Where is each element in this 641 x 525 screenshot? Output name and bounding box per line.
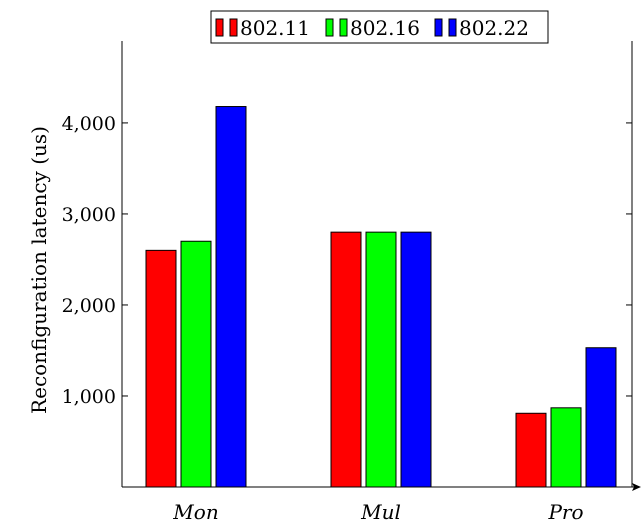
- bar-802-11-mon: [145, 249, 177, 488]
- labels: 1,000 2,000 3,000 4,000 Mon Mul Pro: [62, 113, 584, 524]
- legend-swatch: [325, 18, 334, 37]
- legend-swatch: [448, 18, 457, 37]
- legend: 802.11 802.16 802.22: [210, 10, 549, 44]
- bars: [145, 106, 617, 488]
- bar-802-16-pro: [550, 407, 582, 488]
- legend-label: 802.11: [240, 16, 310, 40]
- y-tick-label: 1,000: [62, 386, 116, 408]
- x-axis-arrowhead: [632, 483, 641, 491]
- bar-802-11-pro: [515, 412, 547, 488]
- bar-802-22-mul: [400, 231, 432, 488]
- legend-swatch: [339, 18, 348, 37]
- legend-label: 802.16: [350, 16, 420, 40]
- y-tick-label: 3,000: [62, 204, 116, 226]
- bar-802-22-mon: [215, 106, 247, 488]
- legend-swatch: [215, 18, 224, 37]
- bar-802-11-mul: [330, 231, 362, 488]
- x-category-label: Pro: [547, 500, 583, 524]
- y-tick-label: 2,000: [62, 295, 116, 317]
- x-category-label: Mul: [360, 500, 401, 524]
- legend-label: 802.22: [459, 16, 529, 40]
- bar-802-16-mul: [365, 231, 397, 488]
- bar-802-22-pro: [585, 347, 617, 488]
- legend-box: [210, 10, 549, 44]
- y-axis-title: Reconfiguration latency (us): [27, 126, 51, 414]
- y-tick-label: 4,000: [62, 113, 116, 135]
- bar-802-16-mon: [180, 240, 212, 488]
- x-category-label: Mon: [172, 500, 218, 524]
- legend-swatch: [229, 18, 238, 37]
- legend-swatch: [434, 18, 443, 37]
